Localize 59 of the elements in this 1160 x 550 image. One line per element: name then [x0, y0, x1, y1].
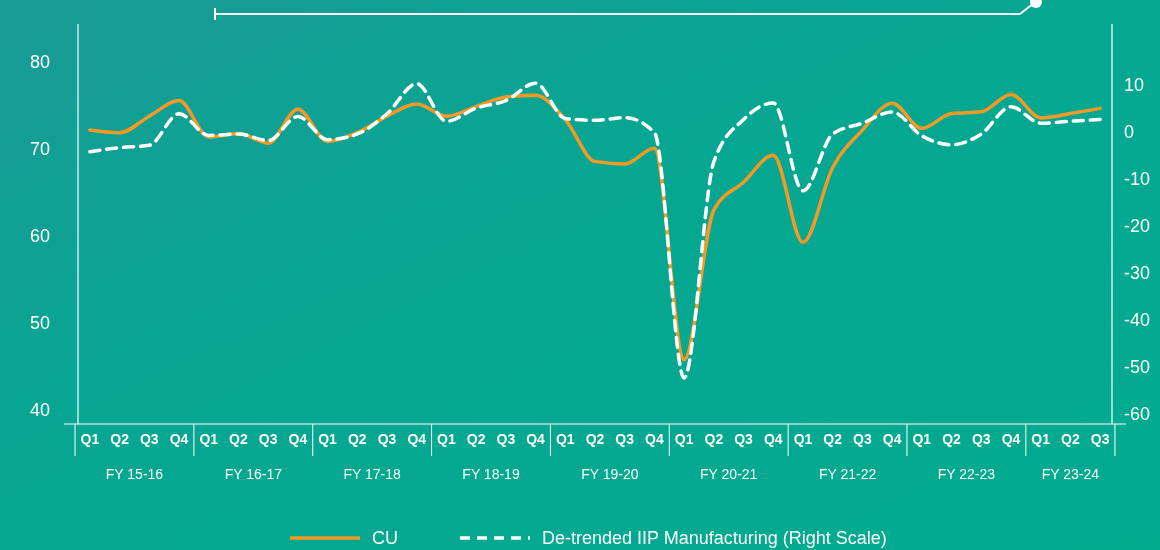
x-tick-label: Q1 — [199, 431, 219, 447]
x-tick-label: Q2 — [942, 431, 962, 447]
x-tick-label: Q1 — [674, 431, 694, 447]
x-tick-label: Q4 — [407, 431, 427, 447]
x-tick-label: Q3 — [496, 431, 516, 447]
x-tick-label: Q4 — [288, 431, 308, 447]
text: FY 16-17 — [224, 466, 283, 482]
x-tick-label: Q1 — [793, 431, 813, 447]
x-tick-label: Q2 — [823, 431, 843, 447]
y2-tick-label: 10 — [1124, 74, 1145, 95]
x-tick-label: Q2 — [1061, 431, 1080, 447]
x-tick-label: Q4 — [645, 431, 664, 447]
x-tick-label: Q2 — [229, 431, 248, 447]
x-tick-label: Q3 — [615, 431, 635, 447]
legend-label: De-trended IIP Manufacturing (Right Scale) — [542, 528, 887, 549]
x-tick-label: Q1 — [318, 431, 338, 447]
x-tick-label: Q2 — [347, 431, 367, 447]
x-tick-label: Q4 — [763, 431, 783, 447]
text: FY 23-24 — [1041, 466, 1100, 482]
y2-tick-label: -30 — [1124, 262, 1151, 283]
legend-label: CU — [372, 528, 398, 549]
x-tick-label: Q1 — [555, 431, 575, 447]
y-tick-label: 40 — [29, 399, 50, 420]
x-tick-label: Q3 — [139, 431, 159, 447]
x-tick-label: Q3 — [377, 431, 397, 447]
y-tick-label: 70 — [29, 138, 50, 159]
x-tick-label: Q4 — [526, 431, 546, 447]
y-tick-label: 60 — [29, 225, 50, 246]
y2-tick-label: 0 — [1124, 121, 1135, 142]
text: FY 21-22 — [818, 466, 877, 482]
text: FY 17-18 — [343, 466, 402, 482]
x-tick-label: Q1 — [1031, 431, 1051, 447]
x-tick-label: Q4 — [1001, 431, 1021, 447]
x-tick-label: Q1 — [912, 431, 932, 447]
text: FY 20-21 — [700, 466, 758, 482]
x-tick-label: Q3 — [258, 431, 278, 447]
text: FY 19-20 — [581, 466, 639, 482]
x-tick-label: Q3 — [853, 431, 872, 447]
x-tick-label: Q4 — [882, 431, 902, 447]
x-tick-label: Q4 — [169, 431, 189, 447]
y-tick-label: 50 — [29, 312, 50, 333]
y2-tick-label: -60 — [1124, 403, 1151, 424]
x-tick-label: Q2 — [466, 431, 486, 447]
y2-tick-label: -50 — [1124, 356, 1151, 377]
x-tick-label: Q2 — [110, 431, 130, 447]
x-tick-label: Q3 — [971, 431, 991, 447]
y2-tick-label: -20 — [1124, 215, 1151, 236]
x-tick-label: Q2 — [704, 431, 724, 447]
x-tick-label: Q2 — [585, 431, 605, 447]
y-tick-label: 80 — [29, 51, 50, 72]
x-tick-label: Q3 — [734, 431, 754, 447]
x-tick-label: Q1 — [437, 431, 456, 447]
text: FY 15-16 — [105, 466, 164, 482]
y2-tick-label: -10 — [1124, 168, 1151, 189]
y2-tick-label: -40 — [1124, 309, 1151, 330]
text: FY 22-23 — [937, 466, 996, 482]
text: FY 18-19 — [462, 466, 520, 482]
x-tick-label: Q1 — [80, 431, 100, 447]
x-tick-label: Q3 — [1090, 431, 1110, 447]
